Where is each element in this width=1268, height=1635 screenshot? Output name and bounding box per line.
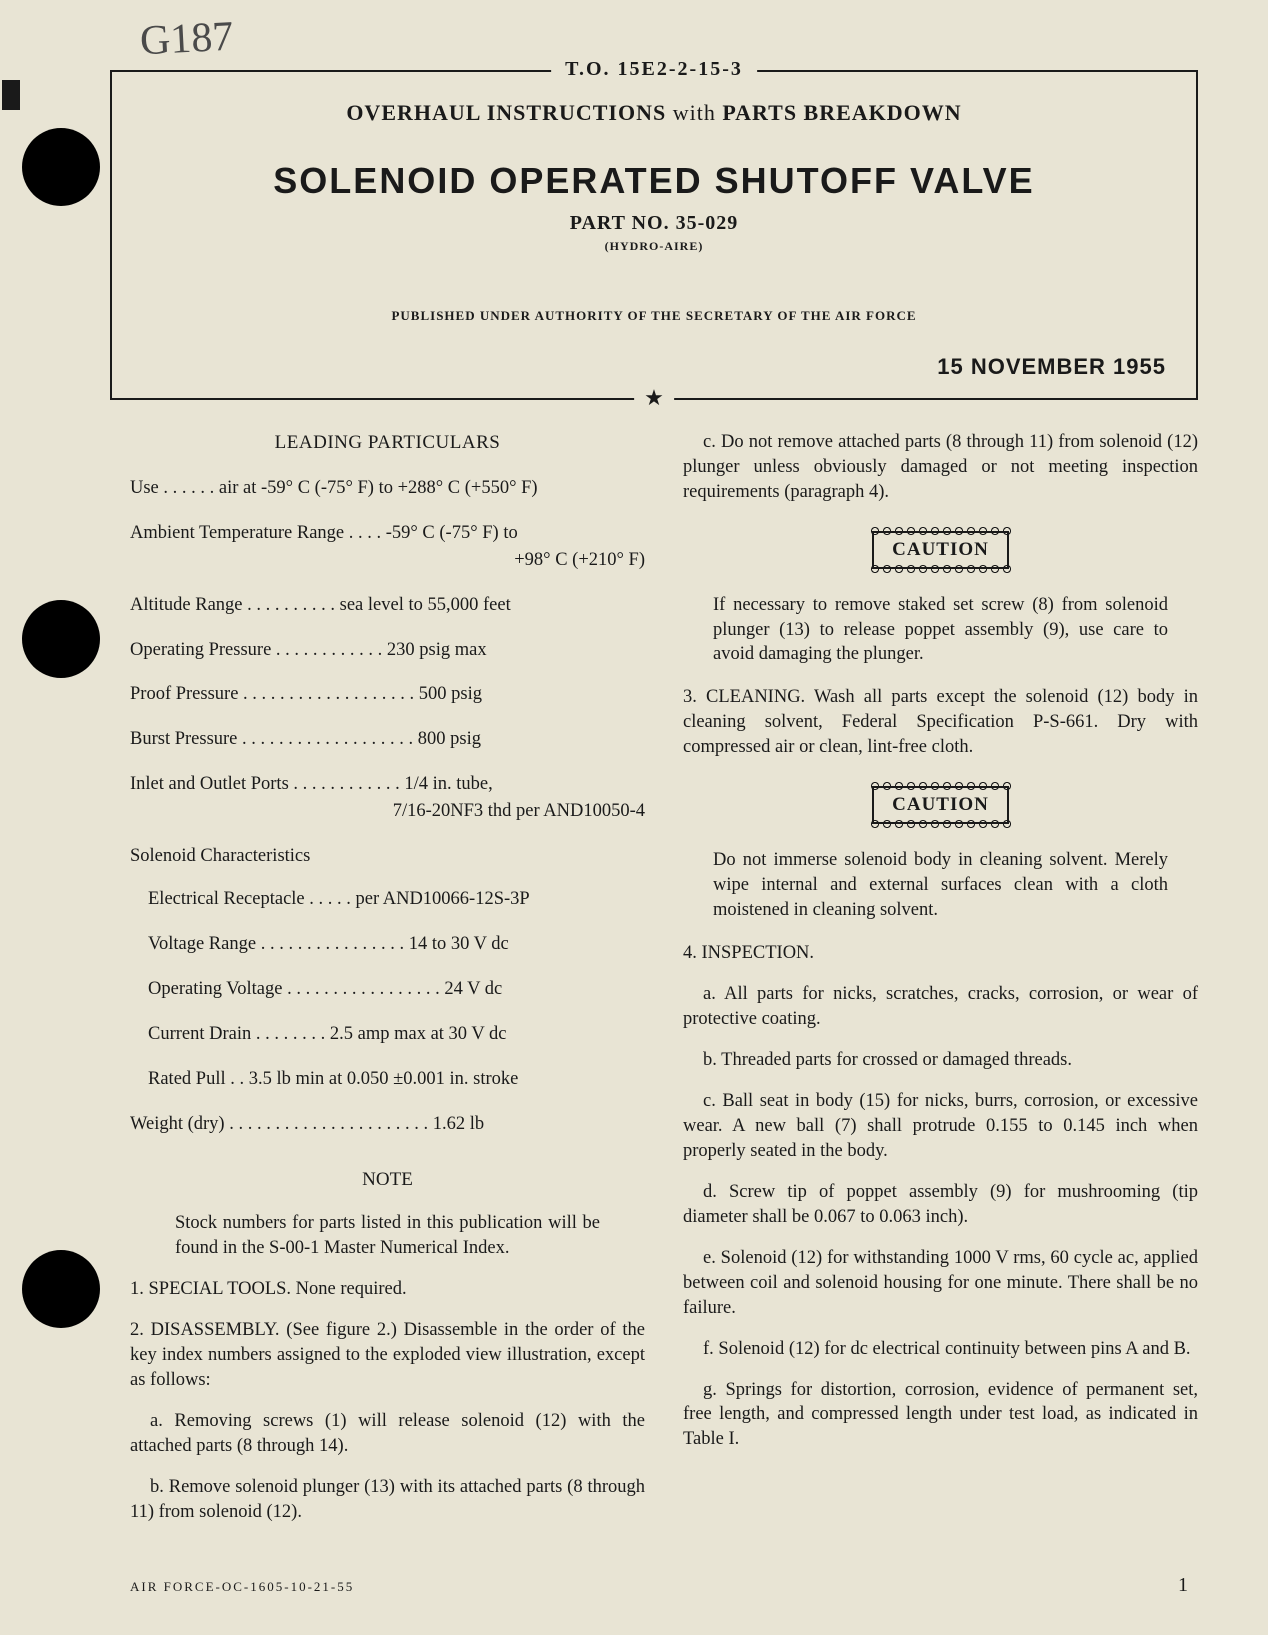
para-4a: a. All parts for nicks, scratches, crack…	[683, 982, 1198, 1032]
authority-line: PUBLISHED UNDER AUTHORITY OF THE SECRETA…	[142, 308, 1166, 324]
spec-ambient-line1: Ambient Temperature Range . . . . -59° C…	[130, 521, 645, 546]
handwritten-annotation: G187	[139, 13, 235, 66]
subtitle-with: with	[673, 100, 716, 125]
para-4b: b. Threaded parts for crossed or damaged…	[683, 1048, 1198, 1073]
spec-proof-pressure: Proof Pressure . . . . . . . . . . . . .…	[130, 682, 645, 707]
page-container: G187 T.O. 15E2-2-15-3 OVERHAUL INSTRUCTI…	[80, 40, 1228, 1595]
spec-rated-pull: Rated Pull . . 3.5 lb min at 0.050 ±0.00…	[148, 1067, 645, 1092]
spec-operating-voltage: Operating Voltage . . . . . . . . . . . …	[148, 977, 645, 1002]
spec-receptacle: Electrical Receptacle . . . . . per AND1…	[148, 887, 645, 912]
caution-wrapper: CAUTION	[683, 521, 1198, 587]
para-4d: d. Screw tip of poppet assembly (9) for …	[683, 1180, 1198, 1230]
para-4c: c. Ball seat in body (15) for nicks, bur…	[683, 1089, 1198, 1164]
spec-use: Use . . . . . . air at -59° C (-75° F) t…	[130, 476, 645, 501]
subtitle-prefix: OVERHAUL INSTRUCTIONS	[346, 100, 666, 125]
spec-ports-line2: 7/16-20NF3 thd per AND10050-4	[130, 799, 645, 824]
spec-voltage-range: Voltage Range . . . . . . . . . . . . . …	[148, 932, 645, 957]
spec-current-drain: Current Drain . . . . . . . . 2.5 amp ma…	[148, 1022, 645, 1047]
left-column: LEADING PARTICULARS Use . . . . . . air …	[130, 430, 645, 1524]
binding-mark	[2, 80, 20, 110]
note-body: Stock numbers for parts listed in this p…	[175, 1211, 600, 1261]
para-4f: f. Solenoid (12) for dc electrical conti…	[683, 1337, 1198, 1362]
spec-ambient-line2: +98° C (+210° F)	[130, 548, 645, 573]
body-columns: LEADING PARTICULARS Use . . . . . . air …	[80, 400, 1228, 1524]
footer-print-code: AIR FORCE-OC-1605-10-21-55	[130, 1579, 354, 1595]
spec-altitude: Altitude Range . . . . . . . . . . sea l…	[130, 593, 645, 618]
publication-date: 15 NOVEMBER 1955	[142, 354, 1166, 380]
spec-weight: Weight (dry) . . . . . . . . . . . . . .…	[130, 1112, 645, 1137]
caution-label: CAUTION	[872, 531, 1009, 569]
para-1: 1. SPECIAL TOOLS. None required.	[130, 1277, 645, 1302]
right-column: c. Do not remove attached parts (8 throu…	[683, 430, 1198, 1524]
page-number: 1	[1178, 1574, 1188, 1597]
para-2: 2. DISASSEMBLY. (See figure 2.) Disassem…	[130, 1318, 645, 1393]
spec-burst-pressure: Burst Pressure . . . . . . . . . . . . .…	[130, 727, 645, 752]
title-box: T.O. 15E2-2-15-3 OVERHAUL INSTRUCTIONS w…	[110, 70, 1198, 400]
para-4e: e. Solenoid (12) for withstanding 1000 V…	[683, 1246, 1198, 1321]
leading-particulars-heading: LEADING PARTICULARS	[130, 430, 645, 456]
star-icon: ★	[634, 387, 674, 409]
para-4g: g. Springs for distortion, corrosion, ev…	[683, 1378, 1198, 1453]
subtitle-suffix: PARTS BREAKDOWN	[722, 100, 961, 125]
subtitle-line: OVERHAUL INSTRUCTIONS with PARTS BREAKDO…	[142, 100, 1166, 126]
spec-operating-pressure: Operating Pressure . . . . . . . . . . .…	[130, 638, 645, 663]
solenoid-characteristics-heading: Solenoid Characteristics	[130, 844, 645, 869]
caution-wrapper: CAUTION	[683, 776, 1198, 842]
note-heading: NOTE	[130, 1167, 645, 1193]
main-title: SOLENOID OPERATED SHUTOFF VALVE	[142, 160, 1166, 202]
caution-label: CAUTION	[872, 786, 1009, 824]
para-4: 4. INSPECTION.	[683, 941, 1198, 966]
caution-2-body: Do not immerse solenoid body in cleaning…	[713, 848, 1168, 923]
caution-1-body: If necessary to remove staked set screw …	[713, 593, 1168, 668]
punch-hole	[22, 600, 100, 678]
manufacturer: (HYDRO-AIRE)	[142, 239, 1166, 254]
part-number: PART NO. 35-029	[142, 212, 1166, 235]
para-3: 3. CLEANING. Wash all parts except the s…	[683, 685, 1198, 760]
spec-ports-line1: Inlet and Outlet Ports . . . . . . . . .…	[130, 772, 645, 797]
para-2b: b. Remove solenoid plunger (13) with its…	[130, 1475, 645, 1525]
para-2c: c. Do not remove attached parts (8 throu…	[683, 430, 1198, 505]
punch-hole	[22, 1250, 100, 1328]
para-2a: a. Removing screws (1) will release sole…	[130, 1409, 645, 1459]
technical-order-number: T.O. 15E2-2-15-3	[551, 58, 757, 81]
punch-hole	[22, 128, 100, 206]
